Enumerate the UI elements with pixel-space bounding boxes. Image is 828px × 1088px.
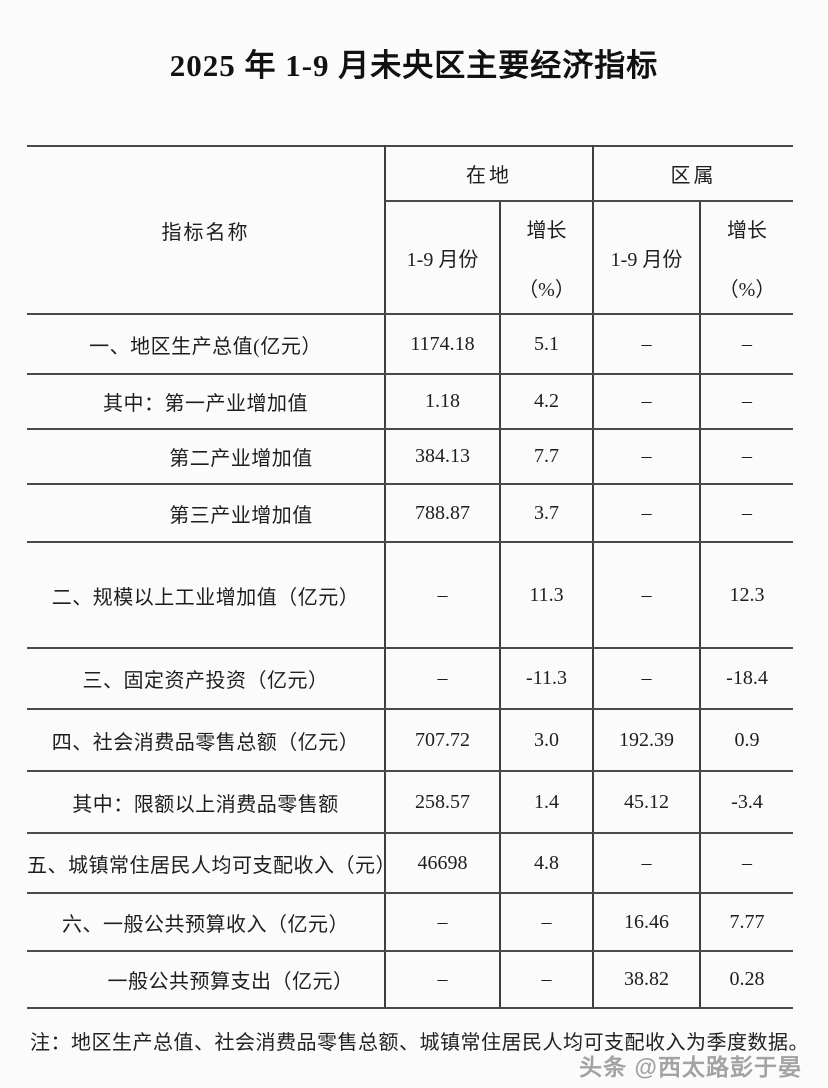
indicator-name-cell: 第二产业增加值 xyxy=(27,429,386,485)
district-value-cell: – xyxy=(592,542,700,649)
local-growth-cell: 11.3 xyxy=(499,542,593,649)
header-indicator-name: 指标名称 xyxy=(27,146,386,315)
growth-header-stack: 增长 （%） xyxy=(702,214,793,302)
table-row: 其中：第一产业增加值 1.18 4.2 – – xyxy=(27,374,793,430)
header-period-district: 1-9 月份 xyxy=(592,201,700,315)
district-value-cell: – xyxy=(592,314,700,375)
indicator-name-cell: 二、规模以上工业增加值（亿元） xyxy=(27,542,386,649)
indicator-name-cell: 第三产业增加值 xyxy=(27,484,386,543)
footnote: 注：地区生产总值、社会消费品零售总额、城镇常住居民人均可支配收入为季度数据。 xyxy=(30,1032,809,1054)
district-value-cell: – xyxy=(592,484,700,543)
table-row: 一、地区生产总值(亿元） 1174.18 5.1 – – xyxy=(27,314,793,375)
header-group-local: 在地 xyxy=(385,146,593,202)
district-value-cell: – xyxy=(592,374,700,430)
table-row: 一般公共预算支出（亿元） – – 38.82 0.28 xyxy=(27,951,793,1009)
district-value-cell: – xyxy=(592,648,700,710)
district-value-cell: – xyxy=(592,833,700,894)
table-row: 其中：限额以上消费品零售额 258.57 1.4 45.12 -3.4 xyxy=(27,771,793,834)
local-value-cell: 788.87 xyxy=(385,484,500,543)
district-value-cell: 16.46 xyxy=(592,893,700,952)
local-value-cell: 46698 xyxy=(385,833,500,894)
table-row: 四、社会消费品零售总额（亿元） 707.72 3.0 192.39 0.9 xyxy=(27,709,793,772)
district-growth-cell: – xyxy=(699,833,793,894)
district-growth-cell: – xyxy=(699,314,793,375)
district-growth-cell: 0.28 xyxy=(699,951,793,1009)
local-value-cell: 707.72 xyxy=(385,709,500,772)
local-growth-cell: 4.2 xyxy=(499,374,593,430)
local-value-cell: – xyxy=(385,951,500,1009)
table-row: 第二产业增加值 384.13 7.7 – – xyxy=(27,429,793,485)
indicator-name-cell: 其中：限额以上消费品零售额 xyxy=(27,771,386,834)
growth-unit: （%） xyxy=(518,278,575,301)
indicator-name-cell: 五、城镇常住居民人均可支配收入（元） xyxy=(27,833,386,894)
growth-label: 增长 xyxy=(526,219,567,242)
district-growth-cell: – xyxy=(699,484,793,543)
header-growth-local: 增长 （%） xyxy=(499,201,593,315)
growth-label: 增长 xyxy=(727,219,767,242)
table-row: 六、一般公共预算收入（亿元） – – 16.46 7.77 xyxy=(27,893,793,952)
indicator-name-cell: 六、一般公共预算收入（亿元） xyxy=(27,893,386,952)
district-growth-cell: 7.77 xyxy=(699,893,793,952)
district-growth-cell: 12.3 xyxy=(699,542,793,649)
local-value-cell: – xyxy=(385,893,500,952)
local-growth-cell: -11.3 xyxy=(499,648,593,710)
header-row-groups: 指标名称 在地 区属 xyxy=(27,146,793,315)
local-value-cell: 258.57 xyxy=(385,771,500,834)
indicator-name-cell: 一、地区生产总值(亿元） xyxy=(27,314,386,375)
table-row: 第三产业增加值 788.87 3.7 – – xyxy=(27,484,793,543)
economic-indicators-table: 指标名称 在地 区属 1-9 月份 增长 （%） 1-9 月份 增长 （%） xyxy=(27,145,793,1009)
header-group-district: 区属 xyxy=(592,146,793,202)
district-growth-cell: -18.4 xyxy=(699,648,793,710)
local-value-cell: – xyxy=(385,542,500,649)
table-row: 五、城镇常住居民人均可支配收入（元） 46698 4.8 – – xyxy=(27,833,793,894)
district-value-cell: 45.12 xyxy=(592,771,700,834)
header-growth-district: 增长 （%） xyxy=(699,201,793,315)
indicator-name-cell: 一般公共预算支出（亿元） xyxy=(27,951,386,1009)
local-growth-cell: – xyxy=(499,893,593,952)
table-row: 二、规模以上工业增加值（亿元） – 11.3 – 12.3 xyxy=(27,542,793,649)
local-growth-cell: 3.0 xyxy=(499,709,593,772)
table-row: 三、固定资产投资（亿元） – -11.3 – -18.4 xyxy=(27,648,793,710)
header-period-local: 1-9 月份 xyxy=(385,201,500,315)
local-growth-cell: 7.7 xyxy=(499,429,593,485)
district-value-cell: 192.39 xyxy=(592,709,700,772)
district-value-cell: 38.82 xyxy=(592,951,700,1009)
local-growth-cell: 5.1 xyxy=(499,314,593,375)
watermark: 头条 @西太路彭于晏 xyxy=(579,1054,802,1080)
indicator-name-cell: 其中：第一产业增加值 xyxy=(27,374,386,430)
local-value-cell: 1174.18 xyxy=(385,314,500,375)
indicator-name-cell: 四、社会消费品零售总额（亿元） xyxy=(27,709,386,772)
local-growth-cell: 1.4 xyxy=(499,771,593,834)
district-growth-cell: 0.9 xyxy=(699,709,793,772)
local-value-cell: 1.18 xyxy=(385,374,500,430)
indicator-name-cell: 三、固定资产投资（亿元） xyxy=(27,648,386,710)
growth-header-stack: 增长 （%） xyxy=(502,214,592,302)
local-growth-cell: 3.7 xyxy=(499,484,593,543)
header-row-subcolumns: 1-9 月份 增长 （%） 1-9 月份 增长 （%） xyxy=(27,201,793,315)
district-growth-cell: – xyxy=(699,374,793,430)
local-growth-cell: – xyxy=(499,951,593,1009)
local-growth-cell: 4.8 xyxy=(499,833,593,894)
local-value-cell: – xyxy=(385,648,500,710)
page-title: 2025 年 1-9 月未央区主要经济指标 xyxy=(169,48,659,83)
growth-unit: （%） xyxy=(718,278,776,301)
district-growth-cell: – xyxy=(699,429,793,485)
local-value-cell: 384.13 xyxy=(385,429,500,485)
district-value-cell: – xyxy=(592,429,700,485)
district-growth-cell: -3.4 xyxy=(699,771,793,834)
